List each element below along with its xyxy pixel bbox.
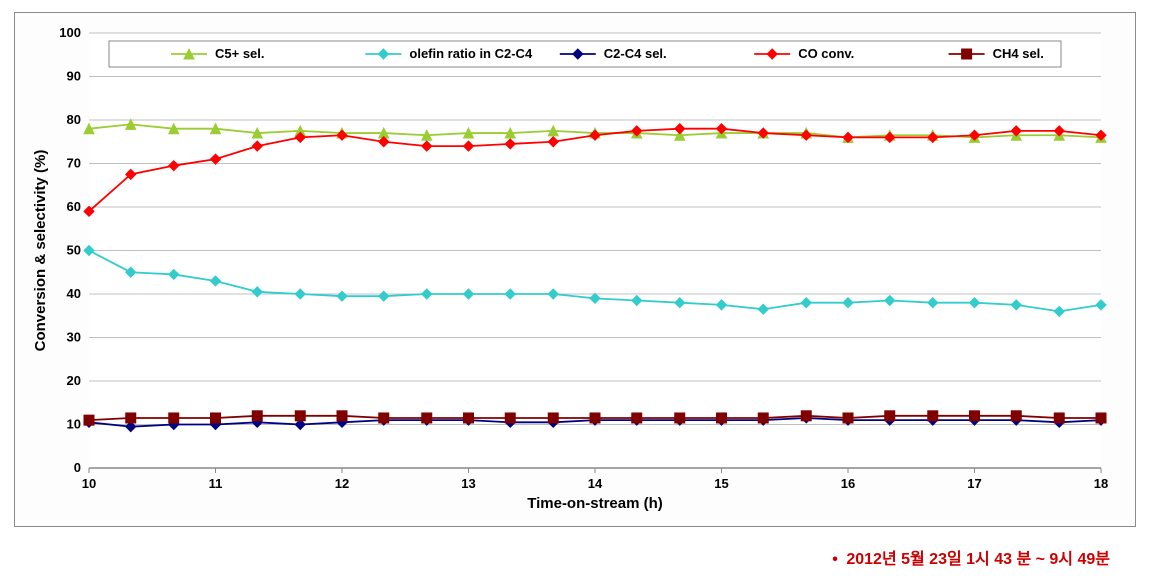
svg-text:olefin ratio in C2-C4: olefin ratio in C2-C4 xyxy=(409,46,533,61)
footnote-text: 2012년 5월 23일 1시 43 분 ~ 9시 49분 xyxy=(846,551,1110,568)
svg-text:90: 90 xyxy=(67,69,81,84)
svg-text:10: 10 xyxy=(82,476,96,491)
svg-text:20: 20 xyxy=(67,373,81,388)
svg-text:Time-on-stream (h): Time-on-stream (h) xyxy=(527,495,663,512)
svg-text:30: 30 xyxy=(67,330,81,345)
svg-text:16: 16 xyxy=(841,476,855,491)
svg-text:50: 50 xyxy=(67,243,81,258)
svg-text:17: 17 xyxy=(967,476,981,491)
svg-text:C2-C4 sel.: C2-C4 sel. xyxy=(604,46,667,61)
svg-text:18: 18 xyxy=(1094,476,1108,491)
svg-text:40: 40 xyxy=(67,286,81,301)
svg-text:CH4 sel.: CH4 sel. xyxy=(993,46,1044,61)
chart-outer-frame: 0102030405060708090100101112131415161718… xyxy=(14,12,1136,527)
svg-text:CO conv.: CO conv. xyxy=(798,46,854,61)
svg-text:15: 15 xyxy=(714,476,728,491)
svg-text:100: 100 xyxy=(59,25,81,40)
svg-text:13: 13 xyxy=(461,476,475,491)
line-chart: 0102030405060708090100101112131415161718… xyxy=(27,23,1119,516)
chart-panel: 0102030405060708090100101112131415161718… xyxy=(0,0,1150,583)
svg-text:80: 80 xyxy=(67,112,81,127)
svg-text:0: 0 xyxy=(74,460,81,475)
chart-footnote: • 2012년 5월 23일 1시 43 분 ~ 9시 49분 xyxy=(14,545,1136,569)
svg-text:14: 14 xyxy=(588,476,603,491)
svg-text:12: 12 xyxy=(335,476,349,491)
svg-text:Conversion & selectivity (%): Conversion & selectivity (%) xyxy=(32,150,49,352)
svg-text:70: 70 xyxy=(67,156,81,171)
svg-text:C5+ sel.: C5+ sel. xyxy=(215,46,265,61)
svg-text:60: 60 xyxy=(67,199,81,214)
svg-text:11: 11 xyxy=(209,476,223,491)
footnote-bullet: • xyxy=(832,551,838,568)
svg-text:10: 10 xyxy=(67,417,81,432)
